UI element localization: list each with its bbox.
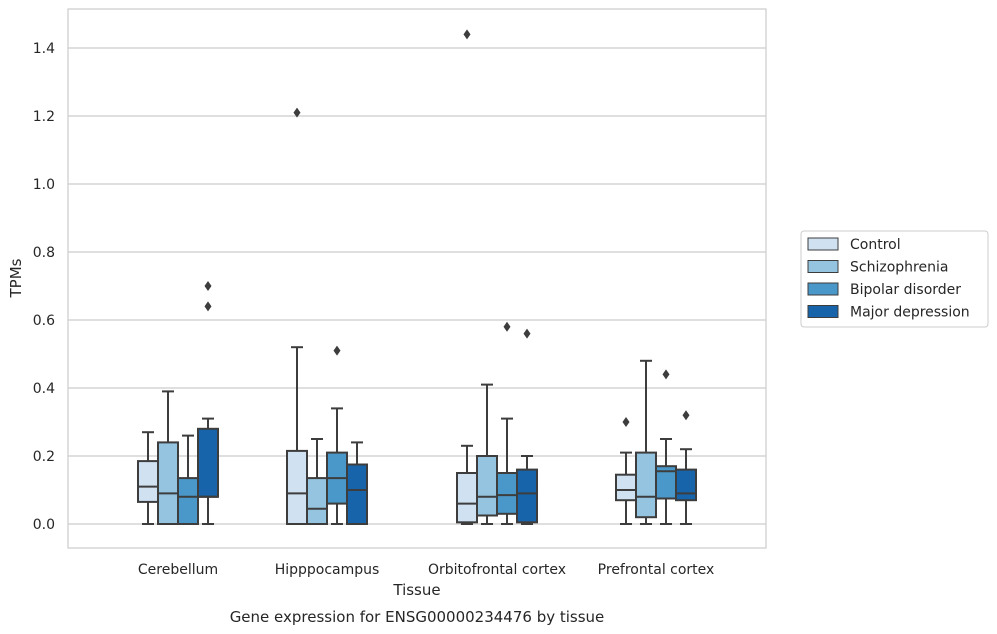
x-tick-label: Cerebellum [138,562,218,578]
box-body [286,449,308,525]
outlier-point [523,328,531,339]
box-body [516,468,538,524]
box [496,321,518,525]
box [137,431,159,525]
legend-item: Bipolar disorder [807,282,961,298]
outlier-point [682,410,690,421]
gridlines [68,47,766,525]
series-major-depression [197,281,697,525]
box [635,359,657,525]
outlier-point [622,417,630,427]
legend-label: Major depression [850,305,970,321]
outlier-point [293,107,301,118]
series-control [137,29,637,525]
box-body [675,468,697,502]
box-body [177,477,199,526]
y-tick-label: 1.2 [33,109,55,125]
legend-label: Bipolar disorder [850,282,961,298]
legend-swatch [807,237,839,251]
legend-frame [800,230,989,328]
series-bipolar-disorder [177,321,677,526]
box-body [456,472,478,524]
box-body [615,473,637,502]
legend-label: Schizophrenia [850,260,948,276]
box [675,410,697,525]
plot-frame [67,8,767,549]
outlier-point [662,369,670,380]
box [197,281,219,525]
outlier-point [204,281,212,291]
box-body [635,451,657,519]
y-tick-label: 0.4 [33,381,55,397]
box [177,434,199,526]
y-tick-labels: 0.0 0.2 0.4 0.6 0.8 1.0 1.2 1.4 [33,41,55,533]
box-body [197,427,219,498]
box [476,383,498,525]
box [286,107,308,525]
x-tick-label: Hipppocampus [275,562,380,578]
box-body [476,455,498,517]
box [655,369,677,525]
box-body [346,463,368,525]
box-body [157,441,179,525]
x-tick-label: Prefrontal cortex [598,562,715,578]
box-body [496,472,518,515]
y-tick-label: 1.4 [33,41,55,57]
box [516,328,538,525]
chart-caption: Gene expression for ENSG00000234476 by t… [230,608,605,626]
legend-swatch [807,260,839,273]
box [615,417,637,525]
box-body [306,477,328,526]
legend-item: Schizophrenia [807,260,948,276]
outlier-point [503,321,511,332]
outlier-point [333,345,341,356]
legend-item: Control [807,237,901,253]
legend: Control Schizophrenia Bipolar disorder Majo… [800,230,989,328]
y-tick-label: 0.6 [33,313,55,329]
box [456,29,478,525]
box [306,438,328,526]
y-tick-label: 0.8 [33,245,55,261]
x-axis-label: Tissue [392,581,440,599]
box [346,441,368,525]
box [157,390,179,525]
legend-swatch [807,305,839,318]
x-tick-labels: Cerebellum Hipppocampus Orbitofrontal cort… [138,562,714,578]
legend-swatch [807,282,839,296]
legend-item: Major depression [807,305,970,321]
series-schizophrenia [157,359,657,526]
y-tick-label: 1.0 [33,177,55,193]
y-tick-label: 0.2 [33,449,55,465]
y-axis-label: TPMs [7,258,25,298]
y-tick-label: 0.0 [33,517,55,533]
box-series [137,29,697,526]
box [326,345,348,525]
x-tick-label: Orbitofrontal cortex [428,562,566,578]
outlier-point [463,29,471,40]
box-body [137,460,159,503]
outlier-point [204,301,212,312]
legend-label: Control [850,237,901,253]
